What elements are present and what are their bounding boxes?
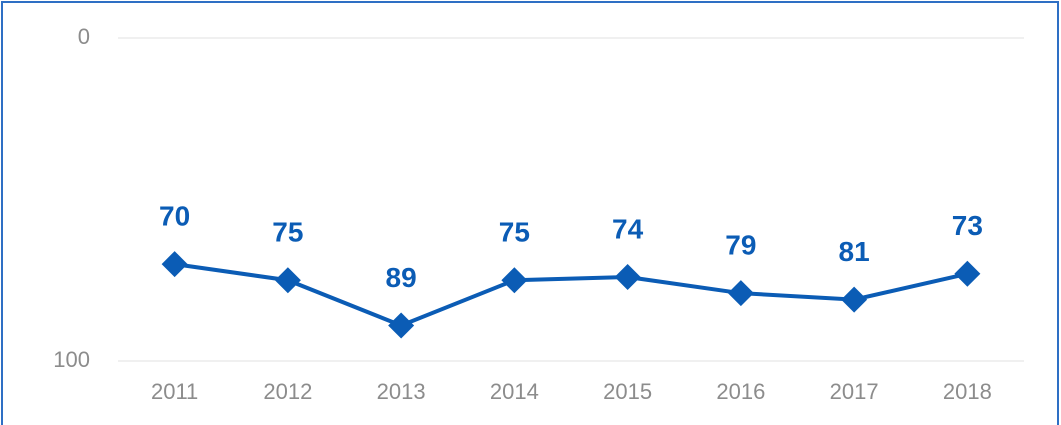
x-tick-label: 2012 — [263, 379, 312, 404]
data-label: 89 — [386, 262, 417, 293]
data-label: 70 — [159, 200, 190, 231]
x-tick-label: 2016 — [716, 379, 765, 404]
y-tick-label: 0 — [78, 24, 90, 49]
x-tick-label: 2017 — [830, 379, 879, 404]
chart: 0 100 2011 2012 2013 2014 2015 2016 2017 2018 70 75… — [0, 0, 1061, 425]
x-tick-label: 2014 — [490, 379, 539, 404]
data-label: 73 — [952, 210, 983, 241]
data-label: 74 — [612, 213, 644, 244]
x-tick-label: 2011 — [151, 379, 198, 404]
x-tick-label: 2013 — [377, 379, 426, 404]
data-label: 75 — [499, 217, 530, 248]
data-label: 75 — [272, 217, 303, 248]
data-label: 81 — [839, 236, 870, 267]
x-tick-label: 2018 — [943, 379, 992, 404]
y-tick-label: 100 — [53, 347, 90, 372]
data-label: 79 — [725, 230, 756, 261]
page: 0 100 2011 2012 2013 2014 2015 2016 2017 2018 70 75… — [0, 0, 1061, 425]
x-tick-label: 2015 — [603, 379, 652, 404]
